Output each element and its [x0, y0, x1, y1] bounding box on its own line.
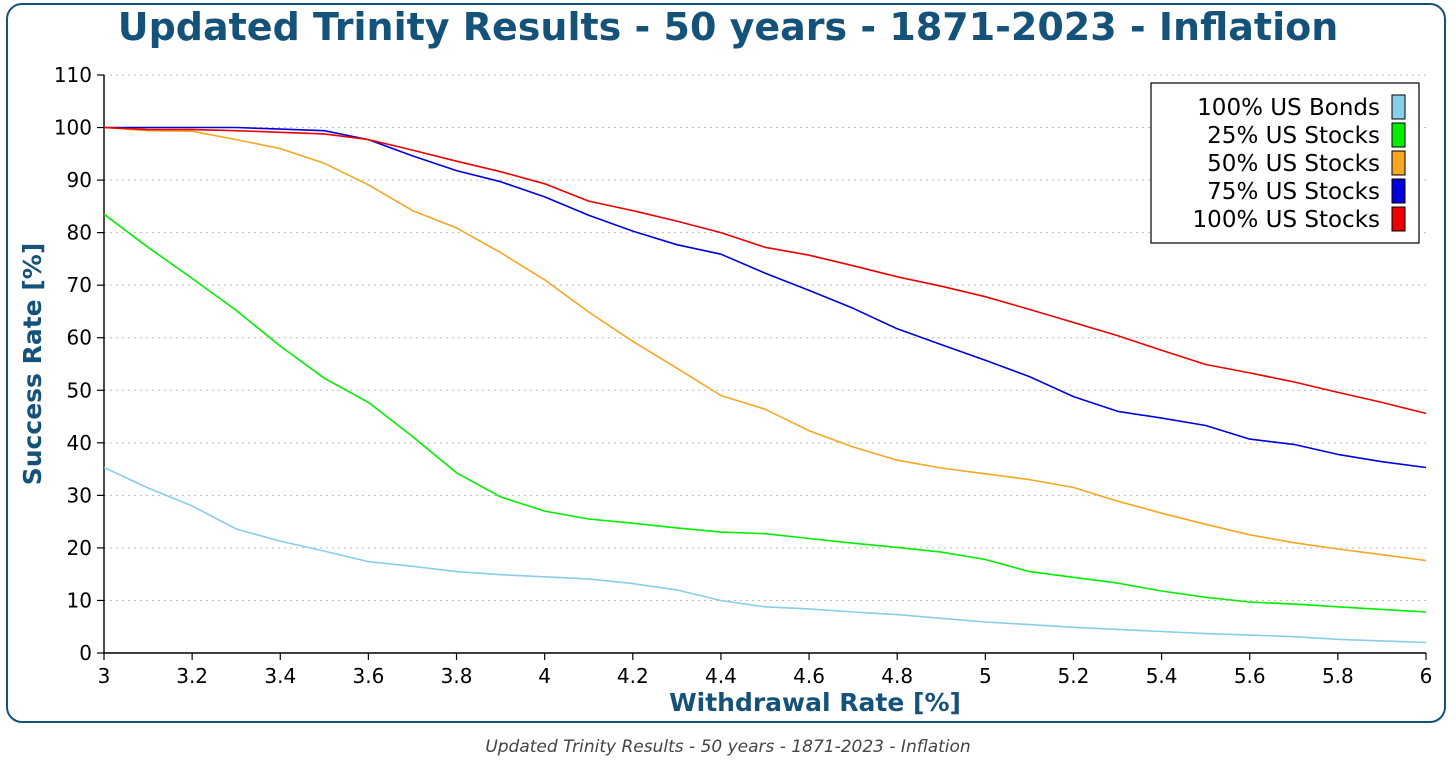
x-tick-label: 5.4 [1146, 664, 1178, 688]
legend-label: 100% US Stocks [1193, 207, 1380, 233]
x-tick-label: 3.4 [264, 664, 296, 688]
legend-swatch [1391, 178, 1406, 204]
legend-box [1150, 82, 1420, 244]
x-tick-label: 6 [1420, 664, 1433, 688]
legend-label: 75% US Stocks [1207, 179, 1380, 205]
legend-label: 25% US Stocks [1207, 123, 1380, 149]
chart-caption: Updated Trinity Results - 50 years - 187… [485, 737, 971, 757]
y-tick-label: 40 [67, 431, 92, 455]
series-line-2 [103, 213, 1427, 613]
x-axis-label: Withdrawal Rate [%] [669, 688, 961, 717]
x-tick-label: 5 [979, 664, 992, 688]
series-line-1 [103, 466, 1427, 644]
x-tick-label: 3 [98, 664, 111, 688]
x-tick-label: 5.8 [1322, 664, 1354, 688]
y-tick-label: 0 [79, 641, 92, 665]
legend-label: 50% US Stocks [1207, 151, 1380, 177]
x-tick-label: 5.2 [1058, 664, 1090, 688]
x-tick-label: 4.4 [705, 664, 737, 688]
chart-title: Updated Trinity Results - 50 years - 187… [118, 5, 1339, 49]
legend-swatch [1391, 122, 1406, 148]
x-tick-label: 4.6 [793, 664, 825, 688]
y-tick-label: 30 [67, 483, 92, 507]
y-tick-label: 50 [67, 378, 92, 402]
y-tick-label: 10 [67, 588, 92, 612]
series-line-4 [104, 126, 1427, 469]
y-axis-label: Success Rate [%] [18, 243, 47, 486]
x-tick-label: 3.2 [176, 664, 208, 688]
chart: Updated Trinity Results - 50 years - 187… [18, 5, 1433, 717]
x-tick-label: 3.8 [441, 664, 473, 688]
y-tick-label: 110 [54, 63, 92, 87]
legend-swatch [1391, 150, 1406, 176]
legend-label: 100% US Bonds [1197, 95, 1380, 121]
y-tick-label: 70 [67, 273, 92, 297]
x-tick-label: 4.2 [617, 664, 649, 688]
x-tick-label: 3.6 [352, 664, 384, 688]
series-line-3 [103, 126, 1427, 562]
legend-swatch [1391, 94, 1406, 120]
y-tick-label: 20 [67, 536, 92, 560]
legend-swatch [1391, 206, 1406, 232]
y-tick-label: 60 [67, 326, 92, 350]
y-tick-label: 100 [54, 116, 92, 140]
series-line-5 [103, 126, 1427, 415]
x-tick-label: 4 [538, 664, 551, 688]
y-tick-label: 90 [67, 168, 92, 192]
x-tick-label: 5.6 [1234, 664, 1266, 688]
x-tick-label: 4.8 [881, 664, 913, 688]
y-tick-label: 80 [67, 221, 92, 245]
